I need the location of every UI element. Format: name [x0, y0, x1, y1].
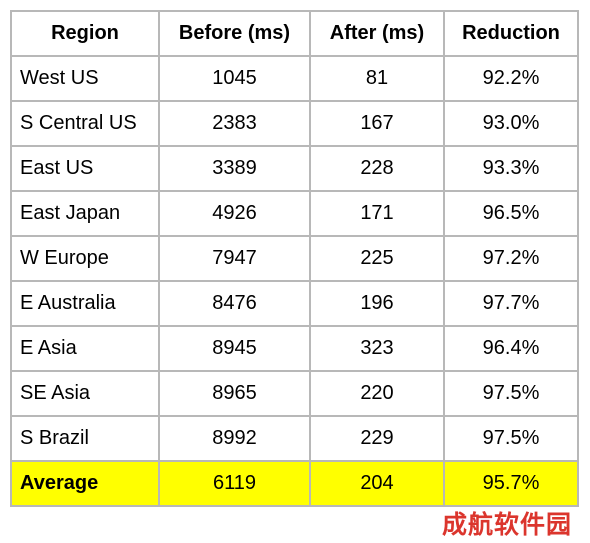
average-row: Average 6119 204 95.7%: [10, 460, 579, 507]
watermark: 成航软件园: [442, 510, 573, 539]
cell-region: S Central US: [10, 100, 160, 147]
cell-reduction: 97.2%: [443, 235, 579, 282]
cell-region: East Japan: [10, 190, 160, 237]
table-row: E Asia 8945 323 96.4%: [10, 325, 579, 372]
table-row: S Central US 2383 167 93.0%: [10, 100, 579, 147]
cell-after: 229: [309, 415, 445, 462]
cell-before: 8476: [158, 280, 311, 327]
header-before: Before (ms): [158, 10, 311, 57]
latency-table: Region Before (ms) After (ms) Reduction …: [10, 10, 579, 507]
cell-region: E Australia: [10, 280, 160, 327]
table-row: East US 3389 228 93.3%: [10, 145, 579, 192]
cell-after: 228: [309, 145, 445, 192]
cell-before: 7947: [158, 235, 311, 282]
cell-before: 8992: [158, 415, 311, 462]
cell-reduction: 92.2%: [443, 55, 579, 102]
cell-average-after: 204: [309, 460, 445, 507]
cell-reduction: 97.5%: [443, 370, 579, 417]
header-reduction: Reduction: [443, 10, 579, 57]
cell-reduction: 96.5%: [443, 190, 579, 237]
cell-reduction: 96.4%: [443, 325, 579, 372]
cell-reduction: 97.5%: [443, 415, 579, 462]
table-row: East Japan 4926 171 96.5%: [10, 190, 579, 237]
cell-after: 81: [309, 55, 445, 102]
cell-before: 8945: [158, 325, 311, 372]
header-after: After (ms): [309, 10, 445, 57]
cell-reduction: 93.3%: [443, 145, 579, 192]
cell-after: 323: [309, 325, 445, 372]
cell-region: East US: [10, 145, 160, 192]
cell-average-before: 6119: [158, 460, 311, 507]
table-row: E Australia 8476 196 97.7%: [10, 280, 579, 327]
table-header-row: Region Before (ms) After (ms) Reduction: [10, 10, 579, 57]
table-row: West US 1045 81 92.2%: [10, 55, 579, 102]
cell-before: 2383: [158, 100, 311, 147]
cell-region: W Europe: [10, 235, 160, 282]
cell-region: SE Asia: [10, 370, 160, 417]
cell-after: 225: [309, 235, 445, 282]
cell-region: S Brazil: [10, 415, 160, 462]
cell-after: 220: [309, 370, 445, 417]
cell-after: 171: [309, 190, 445, 237]
cell-before: 1045: [158, 55, 311, 102]
header-region: Region: [10, 10, 160, 57]
table-row: W Europe 7947 225 97.2%: [10, 235, 579, 282]
table-row: SE Asia 8965 220 97.5%: [10, 370, 579, 417]
cell-region: West US: [10, 55, 160, 102]
cell-average-reduction: 95.7%: [443, 460, 579, 507]
cell-before: 4926: [158, 190, 311, 237]
cell-before: 8965: [158, 370, 311, 417]
cell-reduction: 97.7%: [443, 280, 579, 327]
cell-after: 167: [309, 100, 445, 147]
cell-average-label: Average: [10, 460, 160, 507]
table-row: S Brazil 8992 229 97.5%: [10, 415, 579, 462]
cell-region: E Asia: [10, 325, 160, 372]
cell-before: 3389: [158, 145, 311, 192]
cell-after: 196: [309, 280, 445, 327]
cell-reduction: 93.0%: [443, 100, 579, 147]
